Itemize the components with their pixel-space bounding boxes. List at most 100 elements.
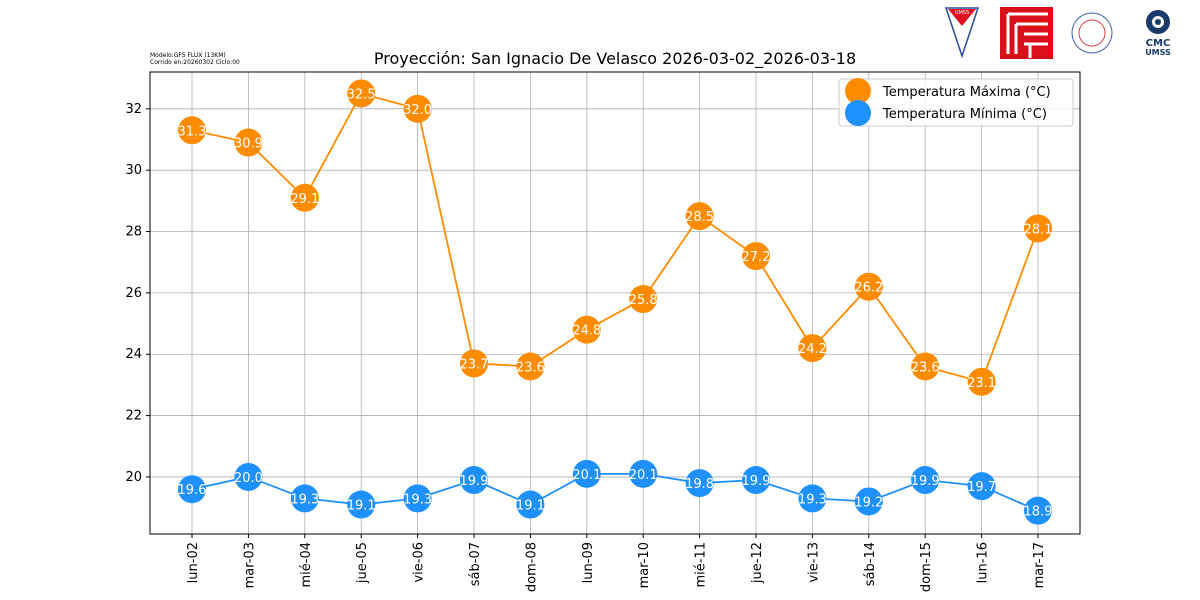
data-point [1024,214,1052,243]
data-point [347,490,376,519]
data-label: 19.8 [685,477,714,492]
data-label: 19.3 [290,492,319,507]
data-point [572,315,601,344]
x-tick-label: vie-13 [806,542,821,583]
data-label: 23.7 [460,357,489,372]
data-point [403,484,432,513]
y-tick-label: 30 [125,163,142,178]
data-point [178,116,206,145]
data-point [1024,496,1052,525]
data-point [911,352,940,381]
x-tick-label: mar-03 [242,542,257,588]
data-point [516,490,545,519]
data-label: 20.1 [572,468,601,483]
data-point [460,349,488,378]
plot-frame [149,71,1081,535]
x-tick-label: mar-17 [1032,542,1047,588]
cmc-umss-text: UMSS [1145,48,1171,57]
data-point [347,79,376,108]
y-tick-label: 24 [125,347,142,362]
data-label: 19.3 [798,492,827,507]
legend: Temperatura Máxima (°C) Temperatura Míni… [838,78,1074,127]
data-point [290,484,319,513]
data-label: 19.6 [178,483,207,498]
x-tick-label: dom-15 [919,542,934,592]
run-label: Corrido en:20260302 Ciclo:00 [150,59,240,66]
y-tick-label: 28 [125,225,142,240]
data-point [685,202,714,231]
data-label: 26.2 [854,281,883,296]
data-label: 31.3 [178,124,207,139]
data-point [629,459,658,488]
legend-box [838,78,1074,127]
data-point [967,472,996,501]
data-label: 32.5 [347,87,376,102]
data-point [516,352,545,381]
logos: UMSS CMC UMSS [944,7,1171,59]
series-line-max [191,92,1039,383]
data-label: 27.2 [742,250,771,265]
data-point [742,242,770,271]
data-point [178,475,206,504]
umss-logo: UMSS [944,7,980,59]
data-point [403,94,432,123]
data-point [742,466,770,495]
data-label: 29.1 [290,192,319,207]
seal-logo [1071,12,1113,54]
data-label: 19.9 [742,474,771,489]
data-point [572,459,601,488]
umss-logo-text: UMSS [955,10,969,16]
data-label: 25.8 [629,293,658,308]
data-label: 23.1 [967,376,996,391]
data-point [798,334,827,363]
data-label: 28.1 [1024,222,1053,237]
chart-title: Proyección: San Ignacio De Velasco 2026-… [374,49,856,69]
data-label: 30.9 [234,137,263,152]
x-tick-label: lun-02 [186,542,201,583]
legend-marker-max [845,78,871,104]
data-label: 20.0 [234,471,263,486]
y-tick-label: 32 [125,102,142,117]
x-tick-label: mar-10 [637,542,652,588]
data-label: 19.7 [967,480,996,495]
data-label: 32.0 [403,103,432,118]
data-label: 28.5 [685,210,714,225]
x-tick-label: lun-09 [581,542,596,583]
data-point [798,484,827,513]
cmc-logo-text: CMC [1146,38,1171,49]
y-tick-label: 26 [125,286,142,301]
data-point [234,462,263,491]
data-label: 24.8 [572,324,601,339]
y-tick-label: 22 [125,409,142,424]
y-tick-label: 20 [125,470,142,485]
data-label: 23.6 [516,361,545,376]
x-tick-label: vie-06 [412,542,427,583]
data-point [967,367,996,396]
data-label: 19.9 [911,474,940,489]
x-tick-label: jue-12 [750,542,765,584]
legend-label-max: Temperatura Máxima (°C) [882,85,1051,100]
x-tick-label: jue-05 [355,542,370,584]
x-tick-label: sáb-07 [468,542,483,586]
x-tick-label: lun-16 [976,542,991,583]
x-tick-label: dom-08 [524,542,539,592]
x-tick-label: mié-04 [299,542,314,588]
data-point [629,285,658,314]
data-label: 19.1 [516,499,545,514]
model-label: Modelo:GFS FLUX (13KM) [150,52,226,59]
data-label: 19.1 [347,499,376,514]
data-point [854,487,883,516]
data-point [234,128,263,157]
data-label: 19.2 [854,495,883,510]
data-point [854,272,883,301]
data-point [911,466,940,495]
x-tick-label: mié-11 [694,542,709,588]
cmc-logo: CMC UMSS [1145,10,1171,57]
x-tick-label: sáb-14 [863,542,878,586]
data-label: 19.9 [460,474,489,489]
legend-label-min: Temperatura Mínima (°C) [882,107,1047,122]
data-label: 18.9 [1024,505,1053,520]
series-line-min [191,472,1039,512]
